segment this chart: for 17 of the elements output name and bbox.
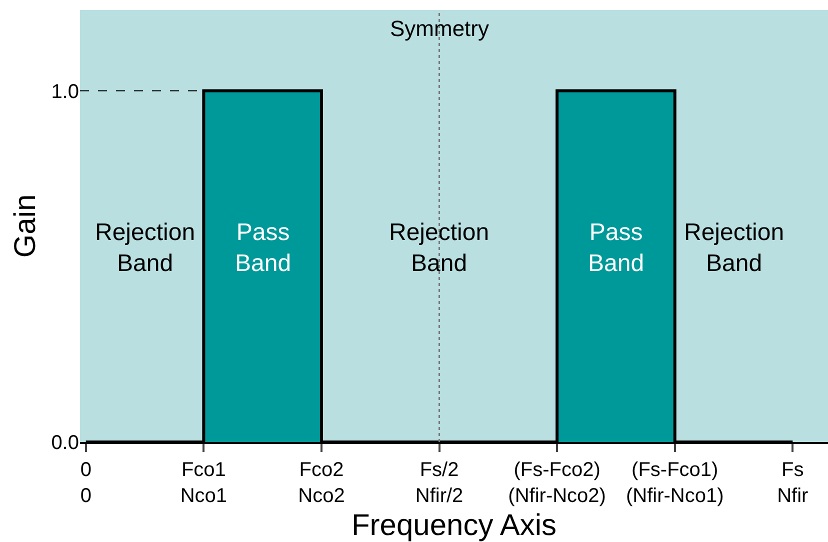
x-tick-label: Fco2 Nco2 [298,459,345,507]
y-tick-label: 1.0 [51,80,79,103]
y-axis-title: Gain [9,194,42,258]
annotation: Rejection Band [95,219,196,278]
x-tick-label: (Fs-Fco2) (Nfir-Nco2) [508,459,606,507]
annotation: Rejection Band [684,219,784,278]
x-tick-label: 0 0 [80,459,92,507]
y-tick-label: 0.0 [51,432,79,454]
ref-line-label: Symmetry [390,16,489,41]
annotation: Pass Band [588,219,644,278]
x-tick-label: Fs Nfir [777,459,809,507]
x-tick-label: Fco1 Nco1 [180,459,228,507]
annotation: Rejection Band [389,219,490,278]
x-tick-label: Fs/2 Nfir/2 [415,459,464,507]
x-axis-title: Frequency Axis [351,509,557,542]
annotation: Pass Band [235,219,292,278]
x-tick-label: (Fs-Fco1) (Nfir-Nco1) [626,459,724,507]
